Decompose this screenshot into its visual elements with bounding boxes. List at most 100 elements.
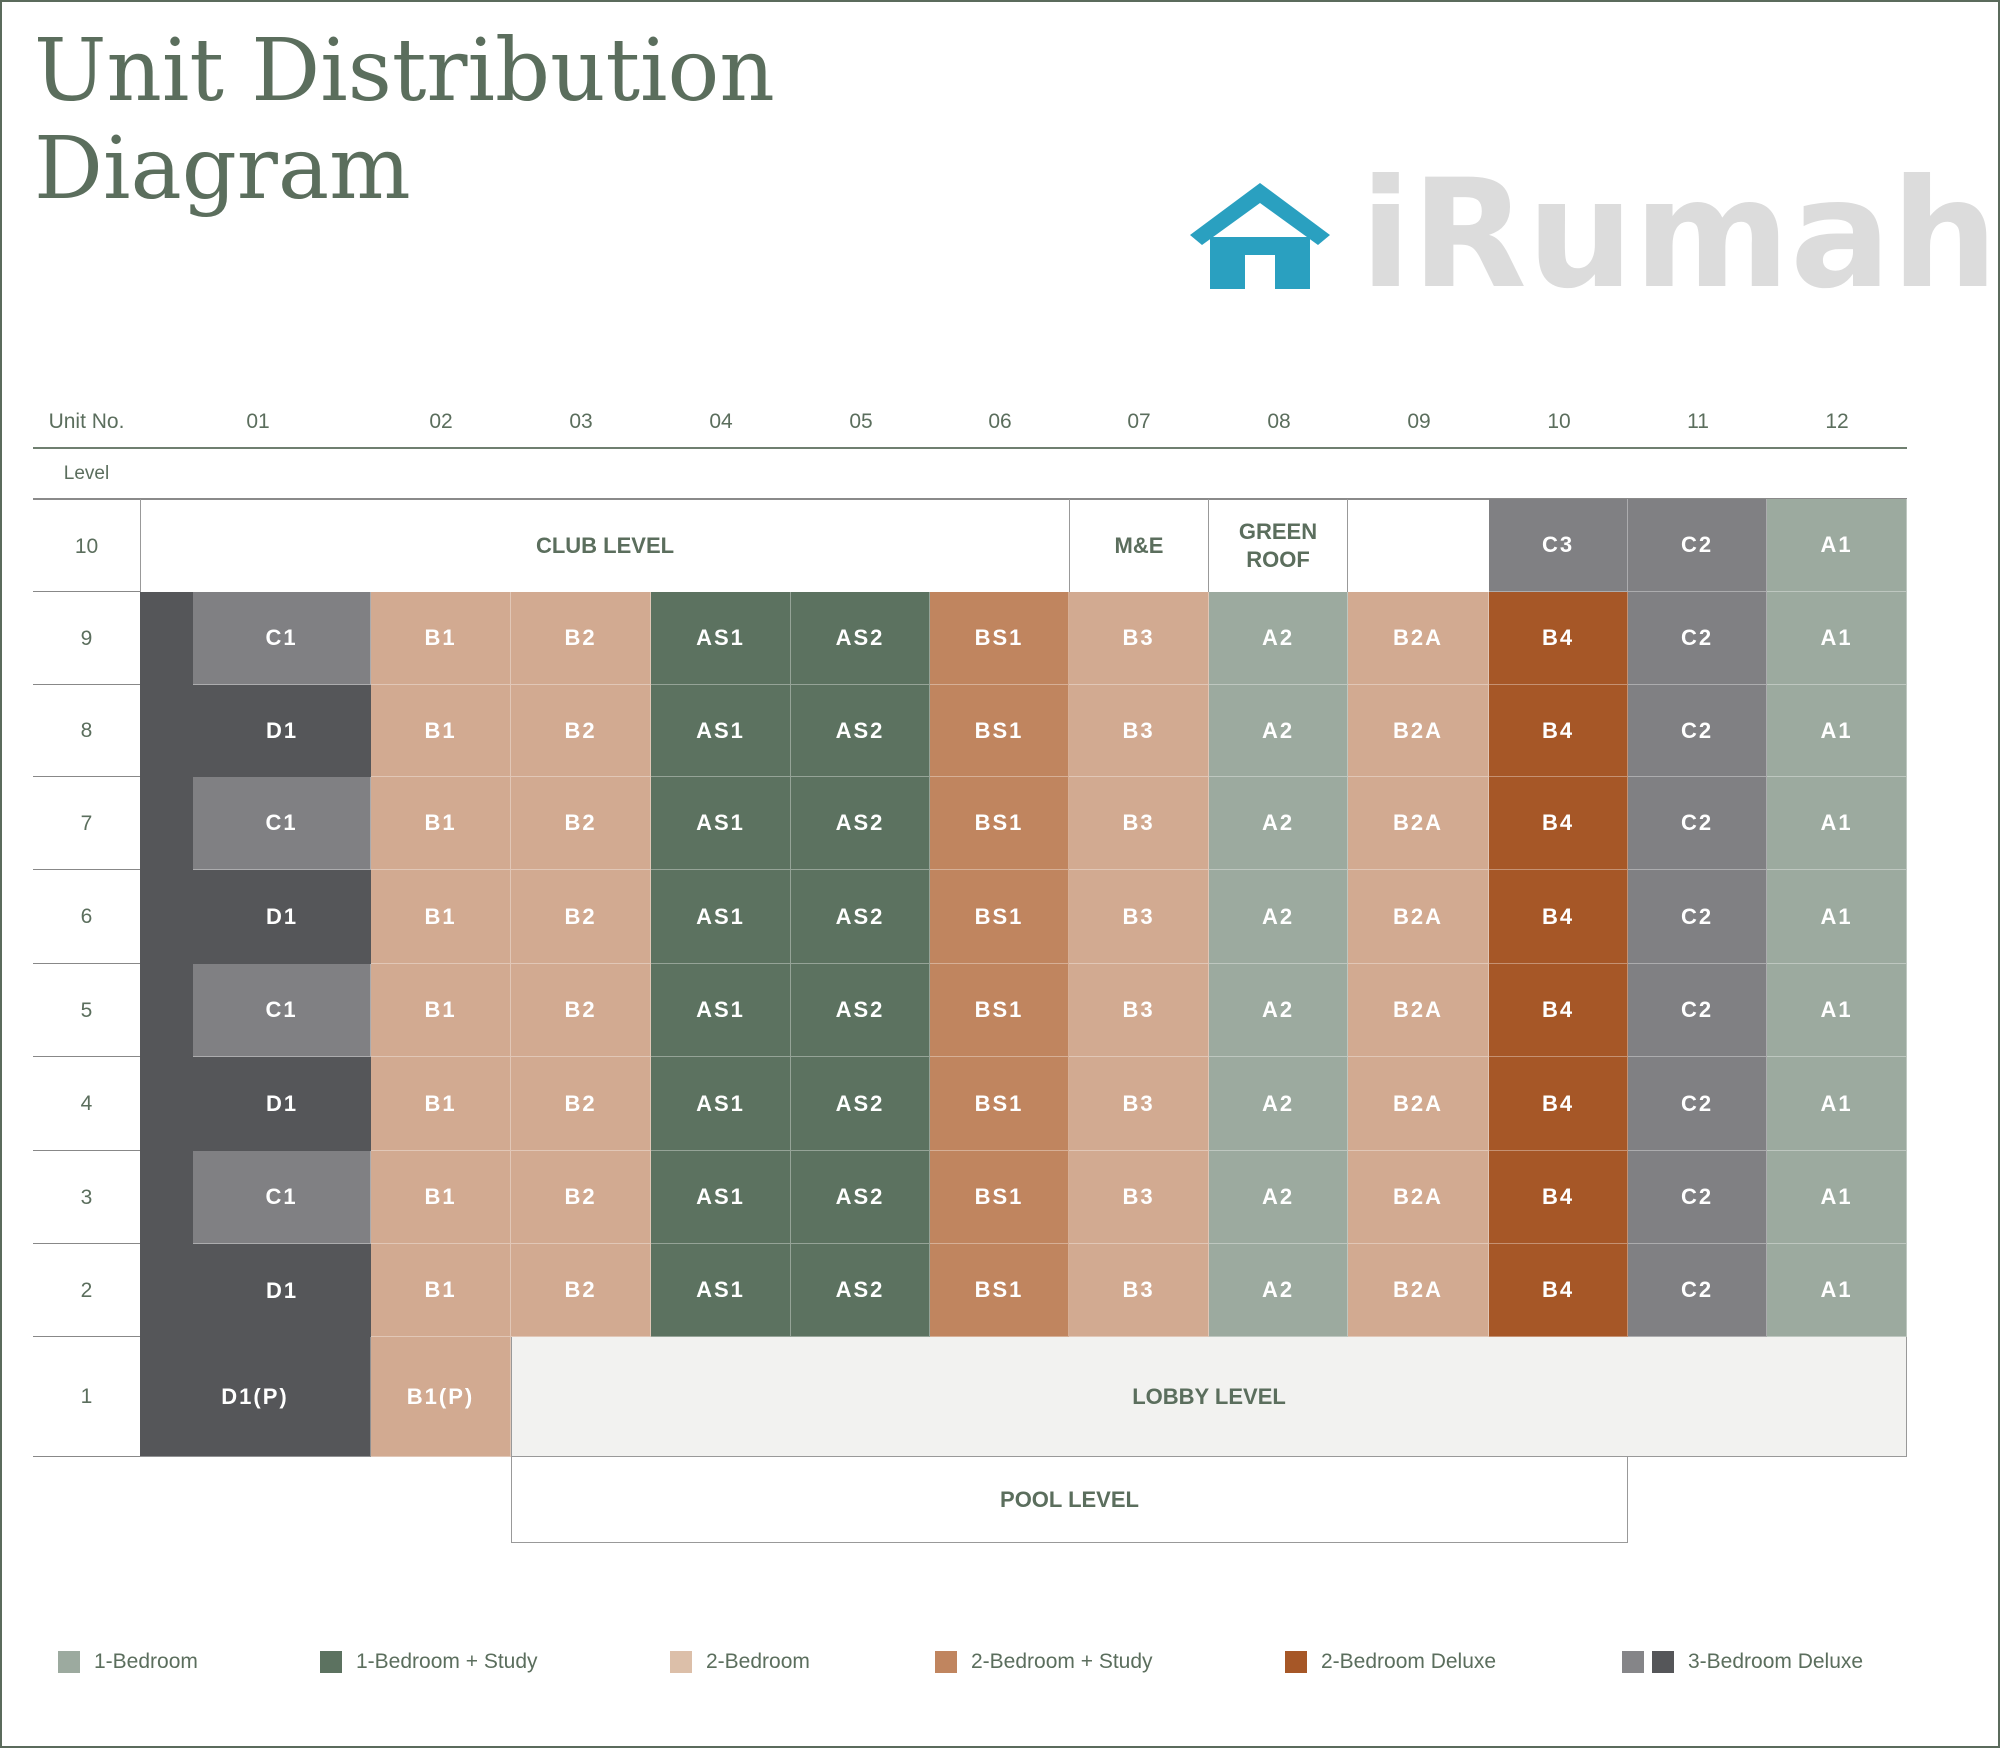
unit-cell-as2: AS2 [791, 1151, 930, 1244]
duplex-strip [140, 777, 193, 870]
unit-cell-c2: C2 [1628, 964, 1767, 1057]
unit-cell-as1: AS1 [651, 870, 791, 964]
unit-cell-d1: D1 [265, 904, 299, 929]
unit-cell-bs1: BS1 [930, 1244, 1069, 1337]
unit-cell-as1: AS1 [651, 964, 791, 1057]
unit-cell-a2: A2 [1209, 1244, 1348, 1337]
green-roof: GREEN ROOF [1209, 499, 1348, 592]
unit-cell-a1: A1 [1767, 592, 1907, 685]
unit-number-header: 05 [849, 410, 873, 433]
duplex-strip [140, 592, 193, 685]
unit-number-header: 08 [1267, 410, 1291, 433]
legend-swatch [1652, 1651, 1674, 1673]
unit-cell-as1: AS1 [651, 1057, 791, 1151]
unit-cell-as1: AS1 [651, 777, 791, 870]
unit-cell-b4: B4 [1489, 964, 1628, 1057]
unit-cell-b4: B4 [1489, 592, 1628, 685]
unit-cell-as2: AS2 [791, 777, 930, 870]
unit-cell-as2: AS2 [791, 1057, 930, 1151]
unit-cell-b4: B4 [1489, 685, 1628, 777]
unit-cell-c1: C1 [193, 592, 371, 685]
unit-cell-bs1: BS1 [930, 1151, 1069, 1244]
unit-cell-bs1: BS1 [930, 685, 1069, 777]
unit-cell-bs1: BS1 [930, 870, 1069, 964]
unit-cell-c2: C2 [1628, 1057, 1767, 1151]
unit-cell-c2: C2 [1628, 592, 1767, 685]
title-line-2: Diagram [34, 119, 411, 219]
legend-swatch [320, 1651, 342, 1673]
unit-cell-b2: B2 [511, 870, 651, 964]
legend-label: 2-Bedroom [706, 1650, 810, 1673]
level-number: 4 [80, 1092, 93, 1115]
legend-item: 3-Bedroom Deluxe [1622, 1650, 1863, 1674]
unit-cell-as2: AS2 [791, 685, 930, 777]
unit-cell-b2a: B2A [1348, 777, 1489, 870]
header-divider [33, 447, 1907, 449]
unit-cell-c2: C2 [1628, 1244, 1767, 1337]
legend-item: 1-Bedroom [58, 1650, 198, 1674]
unit-cell-c1: C1 [193, 964, 371, 1057]
row-divider [33, 684, 140, 685]
unit-cell-b2a: B2A [1348, 870, 1489, 964]
legend-swatch [58, 1651, 80, 1673]
unit-cell-b2: B2 [511, 1057, 651, 1151]
unit-no-label: Unit No. [48, 410, 125, 433]
unit-cell-as2: AS2 [791, 964, 930, 1057]
unit-cell-b2a: B2A [1348, 1244, 1489, 1337]
unit-cell-a1: A1 [1767, 1244, 1907, 1337]
title-line-1: Unit Distribution [34, 21, 775, 121]
unit-cell-b2a: B2A [1348, 592, 1489, 685]
row-divider [33, 1243, 140, 1244]
m-and-e: M&E [1069, 499, 1209, 592]
unit-cell-c1: C1 [193, 1151, 371, 1244]
unit-cell-as2: AS2 [791, 592, 930, 685]
unit-cell-b1: B1 [371, 685, 511, 777]
unit-number-header: 03 [569, 410, 593, 433]
unit-cell-as1: AS1 [651, 1151, 791, 1244]
unit-cell-bs1: BS1 [930, 592, 1069, 685]
unit-cell-b1: B1 [371, 1244, 511, 1337]
legend-swatches [670, 1651, 692, 1673]
unit-cell-b3: B3 [1069, 685, 1209, 777]
legend-item: 1-Bedroom + Study [320, 1650, 538, 1674]
unit-cell-c2: C2 [1628, 870, 1767, 964]
unit-cell-b3: B3 [1069, 1151, 1209, 1244]
unit-cell-as2: AS2 [791, 1244, 930, 1337]
unit-number-header: 10 [1547, 410, 1571, 433]
unit-cell-b1: B1 [371, 777, 511, 870]
unit-cell-b2: B2 [511, 1151, 651, 1244]
unit-cell-b2a: B2A [1348, 1057, 1489, 1151]
unit-cell-c2: C2 [1628, 1151, 1767, 1244]
legend: 1-Bedroom 1-Bedroom + Study 2-Bedroom 2-Bed… [0, 1650, 2000, 1674]
unit-number-header: 06 [988, 410, 1012, 433]
unit-cell-a1: A1 [1767, 964, 1907, 1057]
unit-cell-a1: A1 [1767, 1057, 1907, 1151]
row-divider [33, 963, 140, 964]
green-roof-line-1: GREEN [1238, 518, 1318, 544]
legend-swatches [935, 1651, 957, 1673]
legend-swatch [1622, 1651, 1644, 1673]
unit-number-header: 01 [246, 410, 270, 433]
level-number: 8 [80, 719, 93, 742]
unit-cell-a2: A2 [1209, 1057, 1348, 1151]
unit-cell-b2a: B2A [1348, 1151, 1489, 1244]
unit-cell-b1p: B1(P) [371, 1337, 511, 1457]
legend-label: 2-Bedroom Deluxe [1321, 1650, 1497, 1673]
unit-cell-bs1: BS1 [930, 964, 1069, 1057]
level-number: 6 [80, 905, 93, 928]
green-roof-line-2: ROOF [1246, 546, 1310, 572]
unit-cell-b1: B1 [371, 1057, 511, 1151]
duplex-strip [140, 870, 371, 964]
legend-label: 1-Bedroom + Study [356, 1650, 538, 1673]
row-divider [33, 1336, 140, 1337]
level-number: 5 [80, 998, 93, 1022]
row-divider [33, 591, 140, 592]
unit-cell-b3: B3 [1069, 592, 1209, 685]
unit-number-header: 02 [429, 410, 453, 433]
unit-cell-c2: C2 [1628, 499, 1767, 592]
level-label: Level [63, 463, 110, 484]
unit-cell-c3: C3 [1489, 499, 1628, 592]
unit-cell-c2: C2 [1628, 685, 1767, 777]
unit-cell-a1: A1 [1767, 685, 1907, 777]
